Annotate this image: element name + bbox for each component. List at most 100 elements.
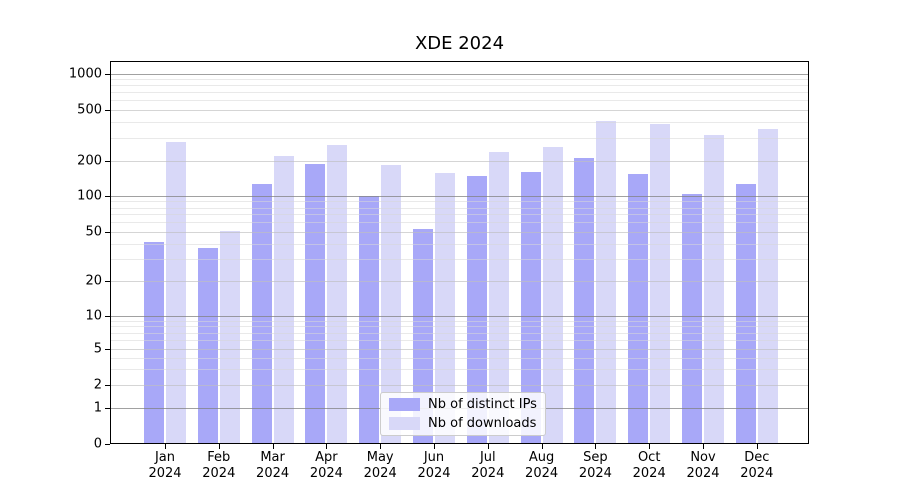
- legend-label: Nb of downloads: [428, 416, 537, 431]
- y-tick-label: 50: [85, 224, 102, 240]
- bar-distinct-ips-jun-2024: [413, 228, 433, 444]
- x-tick-label: May 2024: [363, 450, 397, 481]
- x-tick-label: Jul 2024: [471, 450, 505, 481]
- x-tick-mark: [272, 444, 274, 449]
- bar-distinct-ips-jan-2024: [144, 242, 164, 444]
- bar-distinct-ips-nov-2024: [682, 193, 702, 444]
- gridline-y-5: [110, 349, 809, 351]
- x-tick-label: Jun 2024: [417, 450, 451, 481]
- y-tick-mark: [105, 196, 110, 197]
- legend: Nb of distinct IPs Nb of downloads: [380, 392, 546, 436]
- x-tick-mark: [434, 444, 435, 449]
- x-tick-mark: [541, 444, 543, 449]
- gridline-y-30: [110, 258, 809, 260]
- gridline-y-800: [110, 85, 809, 87]
- y-tick-label: 100: [77, 188, 102, 204]
- legend-label: Nb of distinct IPs: [428, 397, 537, 412]
- y-tick-mark: [105, 349, 110, 351]
- gridline-y-100: [110, 196, 809, 197]
- bar-distinct-ips-oct-2024: [628, 173, 649, 444]
- gridline-y-2: [110, 384, 809, 386]
- legend-item-downloads: Nb of downloads: [389, 416, 537, 431]
- gridline-y-6: [110, 340, 809, 342]
- y-tick-label: 1: [93, 400, 102, 415]
- x-tick-mark: [595, 444, 597, 449]
- bar-downloads-mar-2024: [273, 155, 294, 444]
- x-tick-label: Dec 2024: [740, 450, 774, 481]
- gridline-y-80: [110, 207, 809, 209]
- y-tick-mark: [105, 444, 110, 445]
- bar-distinct-ips-feb-2024: [197, 247, 218, 444]
- legend-swatch-downloads: [389, 417, 420, 430]
- x-tick-mark: [218, 444, 220, 449]
- gridline-y-40: [110, 243, 809, 245]
- bar-distinct-ips-may-2024: [359, 196, 380, 444]
- y-tick-mark: [105, 73, 110, 75]
- x-tick-mark: [326, 444, 328, 449]
- bar-downloads-nov-2024: [704, 134, 724, 444]
- x-tick-label: Apr 2024: [309, 450, 343, 481]
- x-tick-label: Nov 2024: [686, 450, 720, 481]
- gridline-y-3: [110, 368, 809, 370]
- gridline-y-7: [110, 332, 809, 334]
- y-tick-label: 10: [85, 308, 102, 323]
- bar-distinct-ips-apr-2024: [305, 163, 326, 444]
- gridline-y-600: [110, 100, 809, 102]
- x-tick-mark: [380, 444, 382, 449]
- x-tick-label: Aug 2024: [525, 450, 559, 481]
- plot-area: [110, 61, 809, 444]
- y-tick-label: 0: [93, 436, 102, 452]
- y-tick-label: 20: [85, 273, 102, 288]
- bar-downloads-may-2024: [381, 164, 402, 444]
- x-tick-label: Oct 2024: [632, 450, 666, 481]
- gridline-y-500: [110, 110, 809, 111]
- x-tick-mark: [703, 444, 704, 449]
- bar-distinct-ips-jul-2024: [466, 175, 487, 444]
- x-tick-label: Feb 2024: [202, 450, 236, 481]
- legend-swatch-distinct-ips: [389, 398, 420, 411]
- chart-title: XDE 2024: [414, 33, 505, 54]
- x-tick-label: Sep 2024: [578, 450, 612, 481]
- gridline-y-70: [110, 214, 809, 216]
- x-tick-mark: [649, 444, 651, 449]
- bar-downloads-feb-2024: [219, 230, 240, 444]
- bar-downloads-jul-2024: [488, 151, 509, 444]
- y-tick-label: 5: [93, 341, 102, 357]
- gridlines-layer: [110, 61, 809, 444]
- bar-downloads-jan-2024: [166, 142, 186, 444]
- gridline-y-4: [110, 357, 809, 359]
- y-tick-label: 200: [77, 153, 102, 169]
- bar-downloads-jun-2024: [435, 172, 455, 444]
- y-tick-mark: [105, 407, 110, 409]
- y-tick-mark: [105, 231, 110, 233]
- bar-distinct-ips-dec-2024: [735, 183, 756, 444]
- gridline-y-10: [110, 315, 809, 317]
- gridline-y-50: [110, 231, 809, 233]
- gridline-y-900: [110, 79, 809, 80]
- gridline-y-9: [110, 320, 809, 322]
- bar-distinct-ips-mar-2024: [251, 184, 272, 444]
- x-tick-label: Mar 2024: [256, 450, 290, 481]
- gridline-y-200: [110, 161, 809, 162]
- gridline-y-90: [110, 201, 809, 203]
- y-tick-mark: [105, 280, 110, 282]
- x-tick-mark: [487, 444, 489, 449]
- y-tick-mark: [105, 315, 110, 317]
- bar-downloads-oct-2024: [650, 123, 671, 444]
- gridline-y-400: [110, 122, 809, 124]
- legend-item-distinct-ips: Nb of distinct IPs: [389, 397, 537, 412]
- y-tick-label: 1000: [68, 66, 102, 81]
- x-tick-label: Jan 2024: [148, 450, 182, 481]
- y-tick-mark: [105, 384, 110, 386]
- gridline-y-1000: [110, 73, 809, 75]
- gridline-y-8: [110, 326, 809, 328]
- y-tick-label: 2: [93, 377, 102, 392]
- x-tick-mark: [756, 444, 758, 449]
- x-tick-mark: [165, 444, 166, 449]
- bar-distinct-ips-sep-2024: [574, 158, 595, 444]
- gridline-y-700: [110, 92, 809, 94]
- bar-distinct-ips-aug-2024: [520, 171, 541, 444]
- gridline-y-300: [110, 138, 809, 140]
- y-tick-mark: [105, 110, 110, 111]
